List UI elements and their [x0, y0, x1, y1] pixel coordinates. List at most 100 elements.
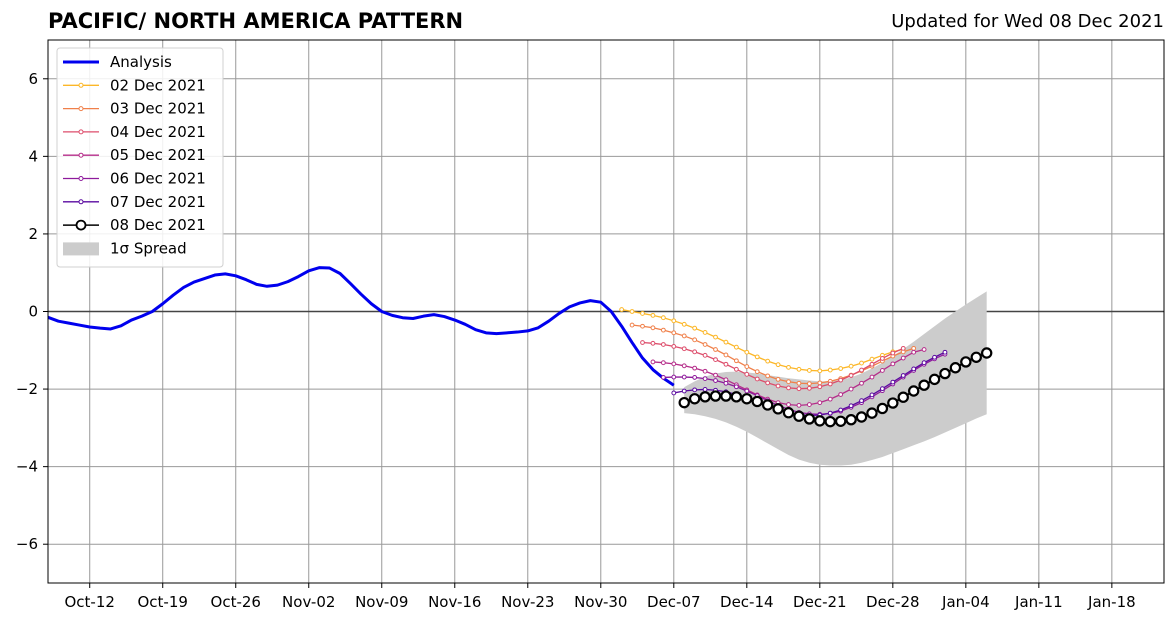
- x-tick-label: Oct-12: [65, 593, 115, 611]
- axes: Oct-12 Oct-19 Oct-26 Nov-02 Nov-09 Nov-16 Nov-…: [16, 39, 1165, 611]
- legend-item: 04 Dec 2021: [63, 123, 206, 141]
- forecast-point: [897, 391, 909, 403]
- x-tick-label: Nov-09: [355, 593, 408, 611]
- forecast-point: [744, 349, 750, 355]
- forecast-point: [806, 385, 812, 391]
- forecast-point: [741, 393, 753, 405]
- legend-label: 07 Dec 2021: [110, 193, 206, 211]
- forecast-point: [859, 360, 864, 366]
- forecast-point: [834, 415, 847, 427]
- forecast-point: [921, 347, 927, 352]
- forecast-point: [848, 363, 854, 369]
- forecast-point: [692, 337, 698, 343]
- forecast-point: [730, 391, 743, 403]
- forecast-point: [817, 368, 823, 374]
- forecast-point: [907, 385, 920, 397]
- forecast-point: [650, 312, 656, 318]
- forecast-point: [733, 384, 739, 390]
- legend-marker: [78, 176, 84, 181]
- y-tick-label: 4: [28, 147, 38, 165]
- forecast-point: [879, 386, 885, 392]
- forecast-point: [629, 309, 635, 314]
- forecast-point: [723, 361, 729, 367]
- forecast-point: [775, 383, 781, 389]
- forecast-point: [765, 380, 771, 386]
- forecast-point: [650, 359, 656, 365]
- legend-label: 04 Dec 2021: [110, 123, 206, 141]
- forecast-point: [827, 367, 833, 373]
- forecast-point: [681, 363, 687, 369]
- x-tick-label: Nov-23: [501, 593, 554, 611]
- forecast-point: [713, 347, 718, 352]
- forecast-point: [640, 340, 645, 345]
- chart-title: PACIFIC/ NORTH AMERICA PATTERN: [48, 9, 464, 33]
- forecast-point: [671, 344, 677, 349]
- forecast-point: [890, 379, 896, 385]
- x-tick-label: Dec-14: [720, 593, 774, 611]
- x-tick-label: Dec-28: [866, 593, 920, 611]
- legend-marker: [78, 199, 84, 205]
- forecast-point: [650, 340, 656, 346]
- forecast-point: [723, 339, 729, 345]
- legend-label: Analysis: [110, 53, 172, 71]
- x-tick-label: Jan-11: [1014, 593, 1063, 611]
- forecast-point: [782, 407, 795, 419]
- legend-swatch: [63, 242, 99, 256]
- forecast-point: [859, 367, 864, 373]
- forecast-point: [702, 342, 708, 347]
- forecast-point: [681, 321, 687, 327]
- forecast-point: [733, 358, 739, 364]
- forecast-point: [709, 390, 722, 402]
- forecast-point: [754, 376, 760, 382]
- forecast-point: [806, 402, 812, 407]
- forecast-point: [859, 380, 864, 386]
- forecast-point: [692, 325, 698, 331]
- forecast-point: [817, 400, 823, 406]
- forecast-line: [632, 324, 914, 385]
- forecast-point: [744, 364, 750, 369]
- spread-band: [684, 291, 987, 466]
- grid: [48, 40, 1164, 583]
- forecast-point: [848, 403, 854, 409]
- forecast-point: [786, 364, 791, 370]
- forecast-point: [796, 380, 802, 386]
- forecast-point: [660, 375, 666, 380]
- forecast-point: [918, 379, 930, 391]
- forecast-point: [702, 352, 708, 358]
- forecast-point: [911, 366, 917, 372]
- legend-label: 02 Dec 2021: [110, 76, 206, 94]
- forecast-point: [796, 366, 802, 372]
- forecast-point: [786, 379, 791, 385]
- forecast-point: [817, 380, 823, 386]
- forecast-point: [890, 361, 896, 367]
- forecast-point: [713, 378, 718, 383]
- forecast-point: [671, 361, 677, 367]
- forecast-point: [723, 352, 729, 358]
- forecast-point: [754, 369, 760, 375]
- y-tick-label: −6: [16, 535, 38, 553]
- forecast-point: [866, 407, 878, 419]
- forecast-point: [796, 402, 802, 408]
- forecast-point: [671, 330, 677, 336]
- forecast-point: [869, 361, 875, 367]
- x-tick-label: Nov-16: [428, 593, 481, 611]
- legend-item: 07 Dec 2021: [63, 193, 206, 211]
- legend-marker: [75, 219, 87, 231]
- forecast-point: [765, 358, 771, 364]
- forecast-line: [663, 353, 946, 415]
- forecast-point: [692, 349, 698, 355]
- forecast-point: [681, 388, 687, 394]
- forecast-point: [827, 381, 833, 387]
- forecast-point: [879, 356, 885, 361]
- legend-item: 03 Dec 2021: [63, 100, 206, 118]
- forecast-point: [806, 381, 812, 387]
- forecast-point: [671, 318, 677, 324]
- x-tick-label: Dec-07: [647, 593, 701, 611]
- forecast-point: [786, 402, 791, 407]
- forecast-point: [827, 396, 833, 402]
- forecast-point: [869, 392, 875, 398]
- forecast-point: [869, 356, 875, 362]
- forecast-point: [869, 374, 875, 380]
- forecast-point: [761, 399, 774, 411]
- forecast-point: [744, 388, 750, 394]
